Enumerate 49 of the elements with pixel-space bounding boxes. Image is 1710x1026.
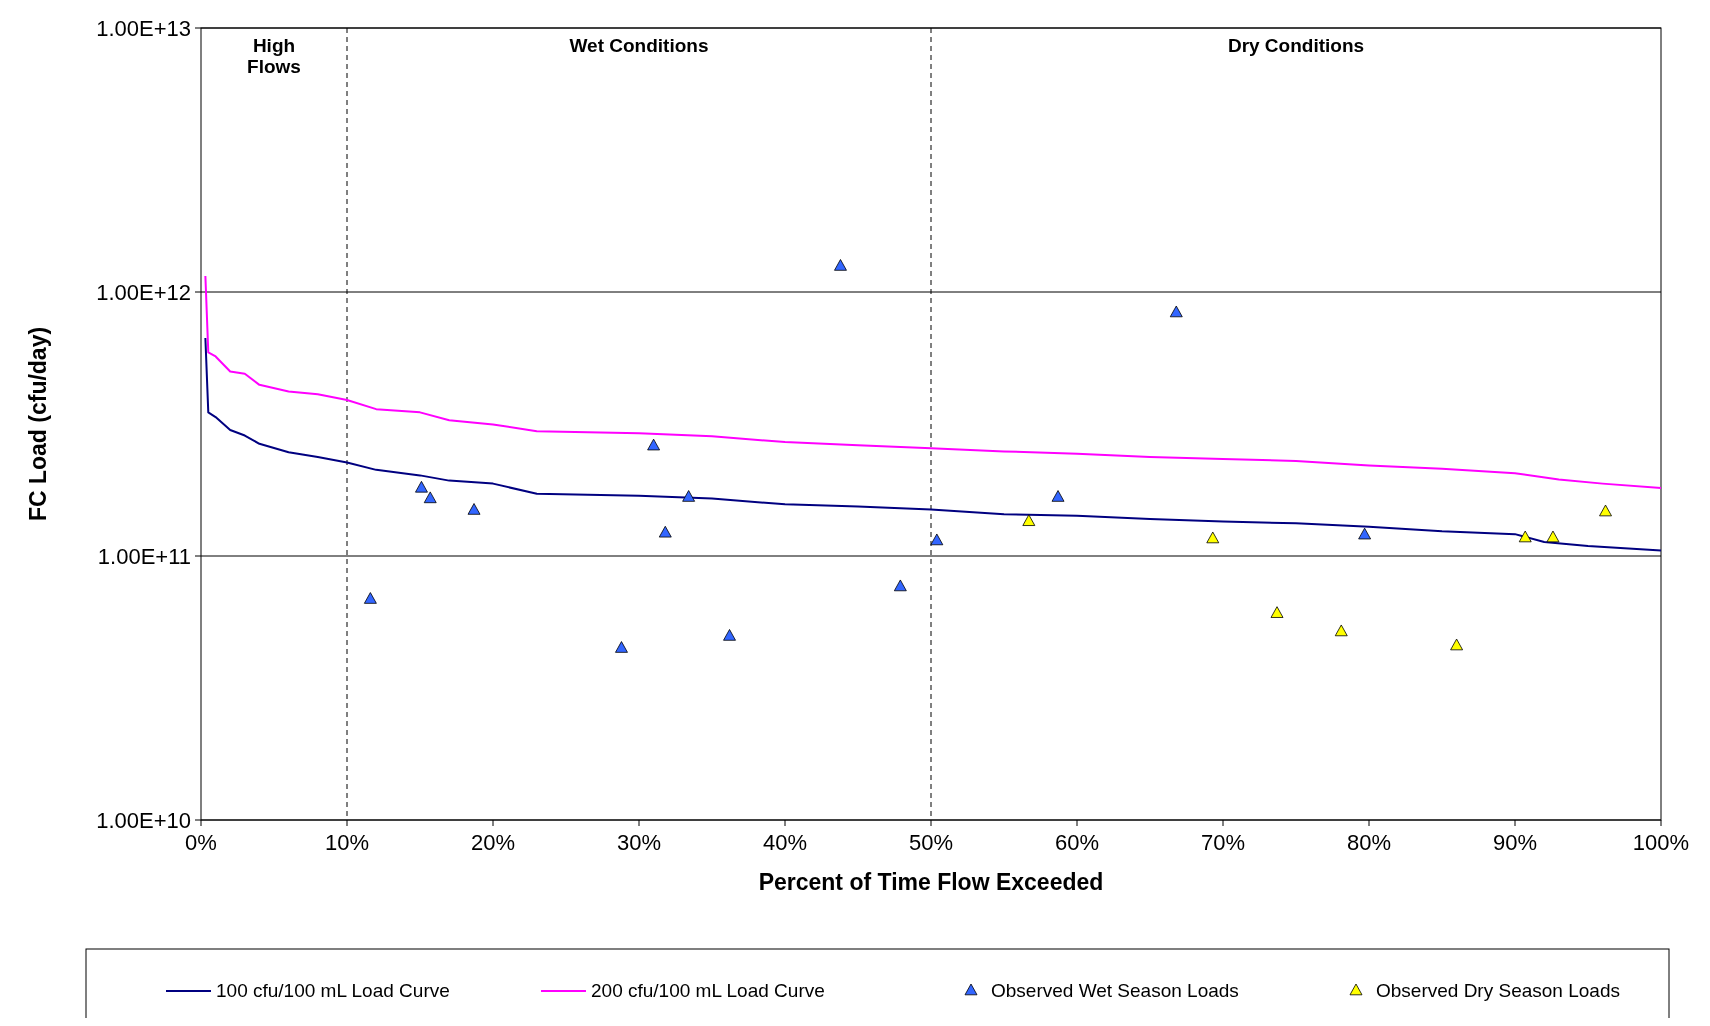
point — [1206, 531, 1220, 544]
x-tick-label: 50% — [908, 830, 954, 855]
x-tick-label: 10% — [324, 830, 370, 855]
point — [658, 525, 672, 538]
point — [1022, 514, 1036, 526]
point — [647, 438, 660, 451]
point — [1334, 624, 1348, 637]
y-tick-label: 1.00E+10 — [96, 807, 191, 833]
point — [1270, 606, 1284, 618]
point — [467, 503, 481, 515]
point — [834, 259, 847, 271]
point — [682, 490, 696, 502]
y-tick-label: 1.00E+13 — [96, 15, 191, 41]
x-tick-label: 80% — [1346, 830, 1392, 855]
line-series — [204, 336, 1662, 552]
point — [615, 641, 628, 653]
annotation: High Flows — [247, 35, 301, 77]
x-tick-label: 70% — [1200, 830, 1246, 855]
legend-label: 100 cfu/100 mL Load Curve — [216, 980, 450, 1001]
point — [1051, 490, 1065, 502]
point — [415, 480, 428, 493]
point — [723, 629, 736, 641]
point — [1450, 638, 1463, 651]
x-axis-title: Percent of Time Flow Exceeded — [758, 869, 1104, 895]
point — [363, 592, 377, 604]
line-series — [204, 274, 1662, 489]
annotation: Wet Conditions — [569, 35, 709, 56]
x-tick-label: 20% — [470, 830, 516, 855]
legend-label: 200 cfu/100 mL Load Curve — [591, 980, 825, 1001]
point — [930, 533, 944, 546]
x-tick-label: 90% — [1492, 830, 1538, 855]
point — [1599, 504, 1612, 517]
y-tick-label: 1.00E+11 — [97, 543, 191, 569]
point — [1518, 530, 1532, 543]
x-tick-label: 100% — [1632, 830, 1690, 855]
point — [1169, 305, 1183, 318]
annotation: Dry Conditions — [1227, 35, 1365, 56]
legend-label: Observed Dry Season Loads — [1376, 980, 1620, 1001]
point — [1546, 530, 1560, 543]
x-tick-label: 0% — [185, 830, 217, 855]
point — [423, 491, 437, 504]
y-axis-title: FC Load (cfu/day) — [25, 326, 51, 522]
point — [893, 579, 907, 592]
x-tick-label: 60% — [1054, 830, 1100, 855]
y-tick-label: 1.00E+12 — [96, 279, 191, 305]
point — [1358, 527, 1372, 540]
x-tick-label: 40% — [762, 830, 808, 855]
legend-label: Observed Wet Season Loads — [991, 980, 1239, 1001]
x-tick-label: 30% — [616, 830, 662, 855]
